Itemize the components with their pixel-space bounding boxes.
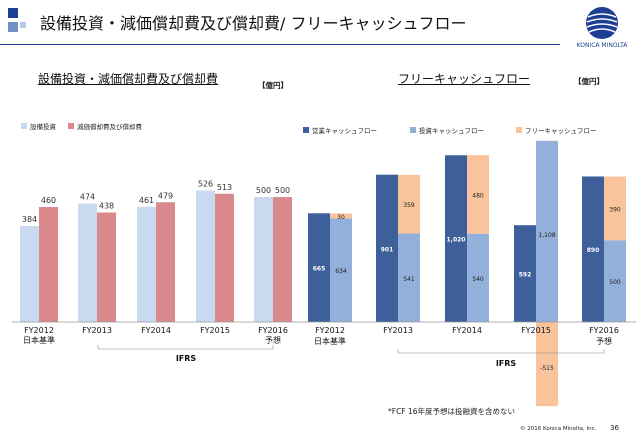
- x-tick-label: FY2015: [200, 326, 230, 335]
- bar: [604, 240, 626, 322]
- bar: [273, 197, 292, 322]
- data-label: 30: [337, 214, 345, 221]
- bar: [78, 203, 97, 322]
- company-logo: KONICA MINOLTA: [572, 6, 632, 52]
- data-label: 384: [22, 215, 37, 224]
- fcf-chart: 営業キャッシュフロー 投資キャッシュフロー フリーキャッシュフロー 665 634 30 F…: [302, 126, 636, 407]
- data-label: 480: [472, 192, 484, 199]
- bar: [398, 174, 420, 234]
- bar: [536, 140, 558, 322]
- data-label: 460: [41, 196, 56, 205]
- page-title: 設備投資・減価償却費及び償却費/ フリーキャッシュフロー: [40, 14, 467, 33]
- legend-swatch: [21, 123, 27, 129]
- x-tick-sublabel: 日本基準: [314, 336, 346, 346]
- x-tick-label: FY2012: [24, 326, 54, 335]
- x-tick-sublabel: 予想: [265, 335, 281, 345]
- legend-swatch: [303, 127, 309, 133]
- data-label: 461: [139, 196, 154, 205]
- x-tick-label: FY2015: [521, 326, 551, 335]
- legend-label: 設備投資: [30, 122, 57, 131]
- legend-swatch: [516, 127, 522, 133]
- x-tick-label: FY2014: [452, 326, 482, 335]
- bar: [308, 213, 330, 322]
- logo-text: KONICA MINOLTA: [576, 42, 628, 49]
- data-label: 438: [99, 202, 114, 211]
- bar: [20, 226, 39, 322]
- title-divider: [0, 44, 560, 45]
- data-label: 479: [158, 191, 173, 200]
- fcf-unit-label: 【億円】: [574, 77, 604, 86]
- bar: [156, 202, 175, 322]
- data-label: 474: [80, 193, 95, 202]
- data-label: 1,020: [447, 237, 466, 244]
- x-tick-label: FY2016: [589, 326, 619, 335]
- data-label: 665: [313, 266, 326, 273]
- data-label: 890: [587, 247, 600, 254]
- data-label: 500: [275, 186, 290, 195]
- header-accent-square: [8, 22, 18, 32]
- data-label: 513: [217, 183, 232, 192]
- legend-label: フリーキャッシュフロー: [525, 127, 597, 135]
- bar: [445, 155, 467, 322]
- bar: [467, 233, 489, 322]
- bar: [514, 225, 536, 322]
- data-label: 541: [403, 276, 415, 283]
- legend-label: 減価償却費及び償却費: [77, 122, 143, 131]
- x-tick-label: FY2013: [82, 326, 112, 335]
- bar: [604, 176, 626, 241]
- bar: [376, 174, 398, 322]
- legend-swatch: [68, 123, 74, 129]
- header-accent-square: [8, 8, 18, 18]
- data-label: -515: [540, 365, 554, 372]
- data-label: 359: [403, 202, 415, 209]
- group-label: IFRS: [496, 359, 517, 368]
- data-label: 634: [335, 268, 347, 275]
- bar: [254, 197, 273, 322]
- bar: [215, 193, 234, 322]
- data-label: 901: [381, 246, 394, 253]
- page-number: 36: [610, 424, 619, 432]
- fcf-section-title: フリーキャッシュフロー: [398, 72, 531, 86]
- bar: [196, 190, 215, 322]
- data-label: 526: [198, 180, 213, 189]
- data-label: 390: [609, 206, 621, 213]
- capex-section-title: 設備投資・減価償却費及び償却費: [38, 72, 219, 86]
- capex-unit-label: 【億円】: [258, 81, 288, 90]
- x-tick-sublabel: 日本基準: [23, 335, 55, 345]
- data-label: 1,108: [538, 232, 555, 239]
- bar: [137, 206, 156, 322]
- copyright: © 2016 Konica Minolta, Inc.: [520, 426, 597, 432]
- x-tick-label: FY2012: [315, 326, 345, 335]
- x-tick-label: FY2016: [258, 326, 288, 335]
- bar: [330, 218, 352, 322]
- data-label: 500: [256, 186, 271, 195]
- x-tick-sublabel: 予想: [596, 336, 612, 346]
- data-label: 500: [609, 279, 621, 286]
- legend-label: 投資キャッシュフロー: [419, 126, 484, 135]
- bar: [467, 155, 489, 234]
- bar: [582, 176, 604, 322]
- x-tick-label: FY2014: [141, 326, 171, 335]
- footnote: *FCF 16年度予想は投融資を含めない: [388, 407, 516, 416]
- bar: [97, 212, 116, 322]
- logo-globe-icon: [586, 7, 618, 39]
- x-tick-label: FY2013: [383, 326, 413, 335]
- bar: [536, 322, 558, 407]
- bar: [398, 233, 420, 322]
- header-accent-square: [20, 22, 26, 28]
- data-label: 592: [519, 272, 532, 279]
- data-label: 540: [472, 276, 484, 283]
- bar: [39, 207, 58, 322]
- legend-swatch: [410, 127, 416, 133]
- legend-label: 営業キャッシュフロー: [312, 126, 377, 135]
- bar: [330, 213, 352, 219]
- group-label: IFRS: [176, 354, 197, 363]
